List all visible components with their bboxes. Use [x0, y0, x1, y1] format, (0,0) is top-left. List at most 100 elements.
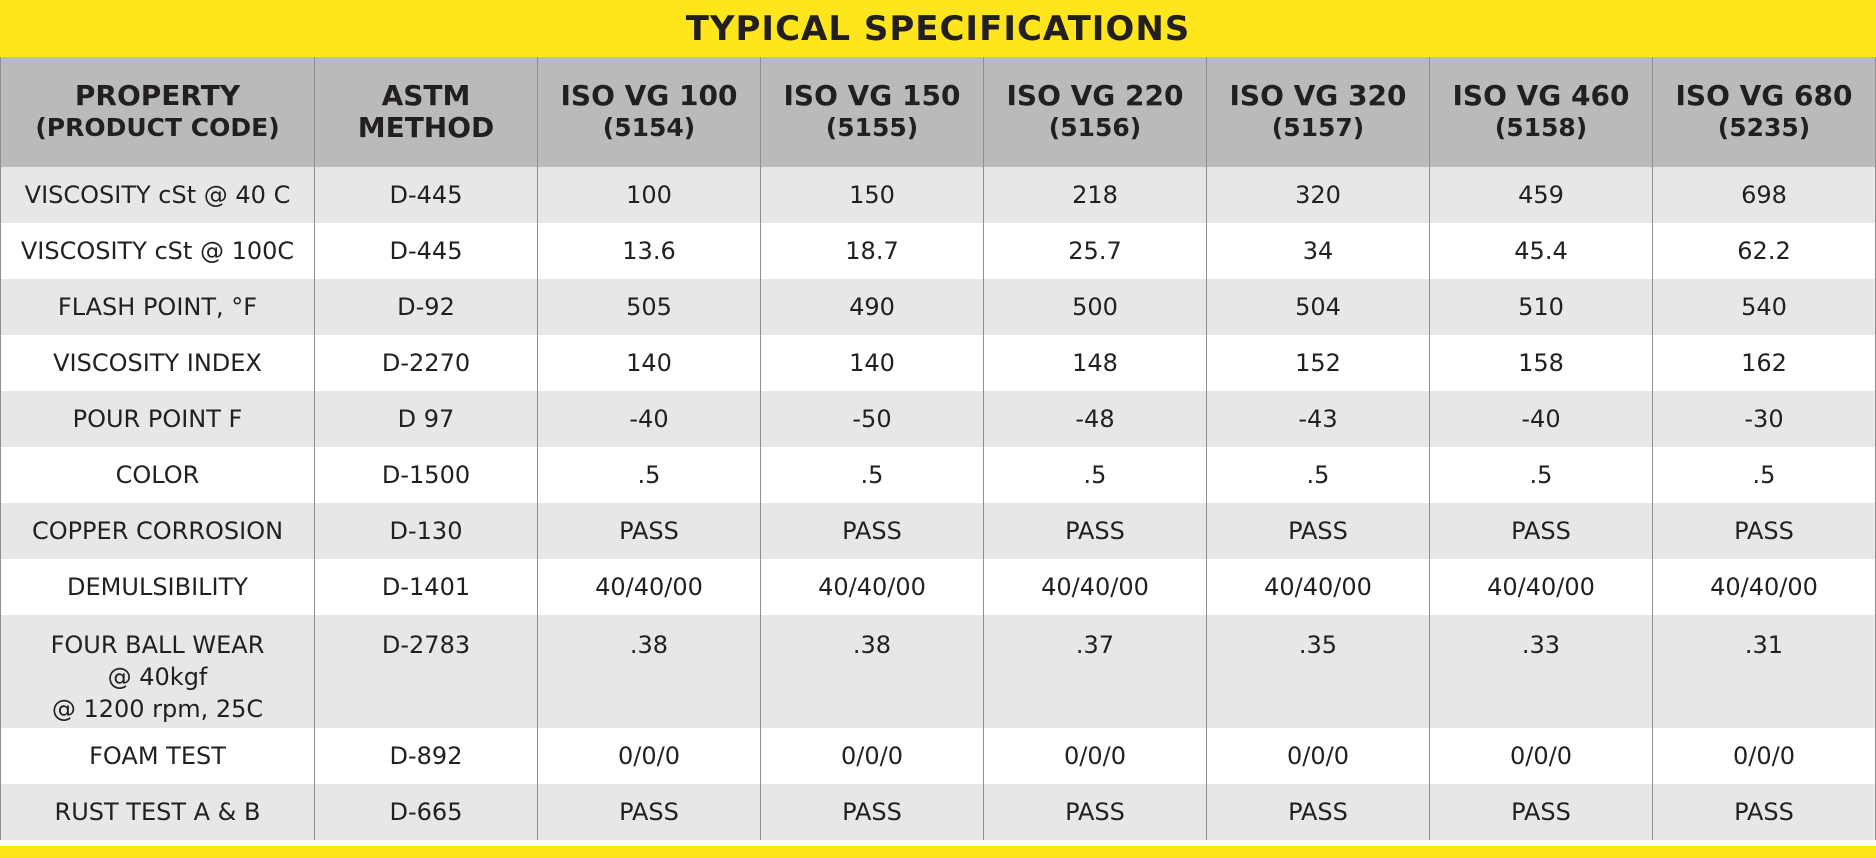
value-cell: 505	[537, 279, 761, 335]
value-cell: .38	[537, 615, 761, 728]
value-cell: 40/40/00	[1652, 559, 1876, 615]
header-iso-vg-680: ISO VG 680 (5235)	[1652, 57, 1876, 167]
value-cell: 40/40/00	[537, 559, 761, 615]
property-label: VISCOSITY cSt @ 40 C	[24, 181, 291, 209]
value-cell: 490	[760, 279, 984, 335]
property-cell: FOUR BALL WEAR @ 40kgf @ 1200 rpm, 25C	[0, 615, 315, 728]
header-line2: (5158)	[1494, 113, 1588, 142]
value-cell: .5	[1652, 447, 1876, 503]
table-row: FOAM TEST D-892 0/0/0 0/0/0 0/0/0 0/0/0 0/0/0 0…	[0, 728, 1876, 784]
value-cell: .33	[1429, 615, 1653, 728]
property-label: @ 1200 rpm, 25C	[51, 695, 264, 723]
header-line1: ISO VG 150	[783, 79, 961, 112]
table-row: RUST TEST A & B D-665 PASS PASS PASS PASS PASS…	[0, 784, 1876, 840]
astm-method-cell: D-665	[314, 784, 538, 840]
value-cell: PASS	[1429, 503, 1653, 559]
astm-method-cell: D-1500	[314, 447, 538, 503]
value-cell: 25.7	[983, 223, 1207, 279]
value-cell: .38	[760, 615, 984, 728]
value-cell: -50	[760, 391, 984, 447]
value-cell: PASS	[760, 503, 984, 559]
property-label: COPPER CORROSION	[31, 517, 284, 545]
value-cell: 0/0/0	[983, 728, 1207, 784]
value-cell: -30	[1652, 391, 1876, 447]
value-cell: 0/0/0	[1206, 728, 1430, 784]
value-cell: 100	[537, 167, 761, 223]
header-iso-vg-220: ISO VG 220 (5156)	[983, 57, 1207, 167]
value-cell: .35	[1206, 615, 1430, 728]
property-cell: COPPER CORROSION	[0, 503, 315, 559]
value-cell: PASS	[1652, 784, 1876, 840]
value-cell: 34	[1206, 223, 1430, 279]
table-row: DEMULSIBILITY D-1401 40/40/00 40/40/00 40/40…	[0, 559, 1876, 615]
astm-method-cell: D-92	[314, 279, 538, 335]
value-cell: PASS	[537, 784, 761, 840]
value-cell: 500	[983, 279, 1207, 335]
header-line2: (5155)	[825, 113, 919, 142]
header-line1: ISO VG 100	[560, 79, 738, 112]
header-iso-vg-460: ISO VG 460 (5158)	[1429, 57, 1653, 167]
property-label: FLASH POINT, °F	[57, 293, 258, 321]
value-cell: 152	[1206, 335, 1430, 391]
header-line1: ISO VG 460	[1452, 79, 1630, 112]
header-property: PROPERTY (PRODUCT CODE)	[0, 57, 315, 167]
value-cell: PASS	[1206, 784, 1430, 840]
header-line2: (PRODUCT CODE)	[35, 113, 280, 142]
page-title: TYPICAL SPECIFICATIONS	[685, 8, 1191, 49]
specifications-table: PROPERTY (PRODUCT CODE) ASTM METHOD ISO …	[0, 57, 1876, 840]
header-iso-vg-320: ISO VG 320 (5157)	[1206, 57, 1430, 167]
header-iso-vg-150: ISO VG 150 (5155)	[760, 57, 984, 167]
value-cell: 698	[1652, 167, 1876, 223]
table-row: VISCOSITY cSt @ 100C D-445 13.6 18.7 25.7 34 4…	[0, 223, 1876, 279]
value-cell: PASS	[1206, 503, 1430, 559]
value-cell: -48	[983, 391, 1207, 447]
value-cell: 13.6	[537, 223, 761, 279]
table-row: COLOR D-1500.5.5.5.5.5.5	[0, 447, 1876, 503]
table-row: VISCOSITY INDEX D-2270 140 140 148 152 158 162	[0, 335, 1876, 391]
value-cell: 320	[1206, 167, 1430, 223]
table-body: VISCOSITY cSt @ 40 C D-445 100 150 218 320 459…	[0, 167, 1876, 840]
astm-method-cell: D-445	[314, 223, 538, 279]
header-line2: (5154)	[602, 113, 696, 142]
value-cell: 40/40/00	[983, 559, 1207, 615]
value-cell: .37	[983, 615, 1207, 728]
value-cell: .5	[983, 447, 1207, 503]
header-line2: (5235)	[1717, 113, 1811, 142]
value-cell: 0/0/0	[537, 728, 761, 784]
property-cell: VISCOSITY cSt @ 40 C	[0, 167, 315, 223]
value-cell: -40	[537, 391, 761, 447]
header-line1: ISO VG 680	[1675, 79, 1853, 112]
value-cell: 18.7	[760, 223, 984, 279]
header-line2: (5157)	[1271, 113, 1365, 142]
value-cell: 0/0/0	[1652, 728, 1876, 784]
value-cell: 158	[1429, 335, 1653, 391]
property-cell: VISCOSITY cSt @ 100C	[0, 223, 315, 279]
value-cell: .5	[1429, 447, 1653, 503]
property-cell: RUST TEST A & B	[0, 784, 315, 840]
value-cell: .5	[537, 447, 761, 503]
value-cell: 40/40/00	[760, 559, 984, 615]
value-cell: 140	[760, 335, 984, 391]
value-cell: .5	[1206, 447, 1430, 503]
value-cell: PASS	[1429, 784, 1653, 840]
property-cell: POUR POINT F	[0, 391, 315, 447]
table-row: COPPER CORROSION D-130 PASS PASS PASS PASS PAS…	[0, 503, 1876, 559]
header-astm-method: ASTM METHOD	[314, 57, 538, 167]
value-cell: 510	[1429, 279, 1653, 335]
property-label: POUR POINT F	[72, 405, 243, 433]
value-cell: 218	[983, 167, 1207, 223]
header-line1: ASTM	[381, 79, 471, 112]
property-cell: VISCOSITY INDEX	[0, 335, 315, 391]
header-line2: METHOD	[357, 111, 495, 144]
value-cell: 162	[1652, 335, 1876, 391]
astm-method-cell: D-130	[314, 503, 538, 559]
property-label: FOAM TEST	[89, 742, 226, 770]
astm-method-cell: D-2270	[314, 335, 538, 391]
astm-method-cell: D-892	[314, 728, 538, 784]
astm-method-cell: D-2783	[314, 615, 538, 728]
title-bar: TYPICAL SPECIFICATIONS	[0, 0, 1876, 57]
header-line2: (5156)	[1048, 113, 1142, 142]
value-cell: 62.2	[1652, 223, 1876, 279]
